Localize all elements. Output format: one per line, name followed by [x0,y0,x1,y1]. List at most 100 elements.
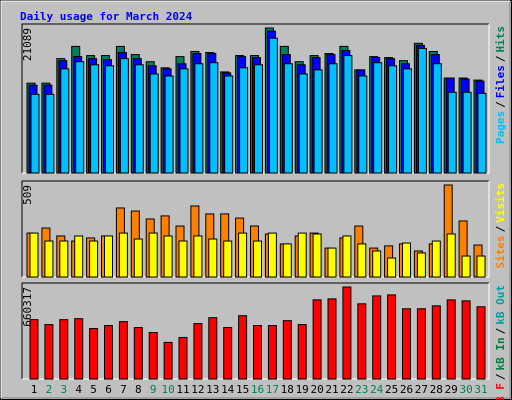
bar [134,64,144,174]
legend: Pages / Files / Hits [494,26,507,144]
bar [44,240,54,278]
bar [447,91,457,174]
x-tick-label: 11 [176,383,189,396]
legend-separator: / [494,327,507,334]
bar [239,67,249,174]
bar [74,235,84,278]
bar [268,37,278,174]
bar [163,235,173,278]
bar [402,308,411,380]
bar [254,64,263,174]
bar [178,336,188,380]
bar [417,47,427,174]
y-tick-label: 660317 [21,287,34,327]
bar [282,243,292,278]
x-tick-label: 4 [75,383,82,396]
bar [342,235,352,278]
bar [461,255,471,278]
x-tick-label: 8 [135,383,142,396]
bar [446,233,456,278]
bar [446,299,456,380]
x-tick-label: 22 [340,383,353,396]
bar [30,93,40,174]
x-tick-label: 16 [251,383,264,396]
bar [432,63,442,174]
x-tick-label: 26 [400,383,413,396]
bar [118,232,128,278]
bar [29,319,39,380]
bar [59,319,69,380]
bar [253,325,262,380]
y-tick-label: 21089 [21,28,34,61]
bar [104,235,113,278]
bar [105,65,114,174]
legend: kB F / kB In / kB Out [494,285,507,400]
bar [89,328,99,380]
bar [342,286,352,380]
bar [118,321,128,380]
bar [373,62,383,174]
panel-border [22,283,490,380]
legend-separator: / [494,373,507,380]
bar [193,235,203,278]
bar [178,240,188,278]
bar [208,317,218,380]
x-tick-label: 2 [46,383,53,396]
bar [238,232,248,278]
x-tick-label: 1 [31,383,38,396]
bar [312,233,322,278]
legend-entry: kB Out [494,285,507,325]
bar [194,63,204,174]
bar [297,232,307,278]
x-tick-label: 17 [266,383,279,396]
x-tick-label: 30 [459,383,472,396]
legend-entry: kB F [494,383,507,400]
legend: Sites / Visits [494,183,507,269]
x-tick-label: 18 [281,383,294,396]
bar [416,252,426,278]
bar [238,315,248,380]
legend-entry: kB In [494,337,507,370]
x-tick-label: 5 [90,383,97,396]
bar [163,341,173,380]
legend-entry: Pages [494,111,507,144]
bar [297,324,307,380]
legend-entry: Visits [494,183,507,223]
bar [461,300,471,380]
bar [357,303,367,380]
bar [387,294,397,380]
legend-entry: Files [494,65,507,98]
legend-separator: / [494,55,507,62]
bar [74,318,84,380]
x-tick-label: 25 [385,383,398,396]
bar [148,232,158,278]
legend-separator: / [494,225,507,232]
x-tick-label: 31 [474,383,487,396]
bar [179,68,189,174]
bar [209,62,219,174]
bar [476,255,486,278]
x-tick-label: 6 [105,383,112,396]
bar [402,242,411,278]
bar [89,240,99,278]
bar [313,69,323,174]
bar [282,320,292,380]
bar [75,61,85,174]
bar [327,298,337,380]
bar [59,240,69,278]
panel-border [21,282,489,379]
x-tick-label: 21 [325,383,338,396]
bar [224,75,234,174]
bar [223,327,233,380]
bar [90,64,100,174]
bar [60,68,70,174]
bar [208,238,218,278]
bar [372,250,382,278]
legend-entry: Hits [494,26,507,53]
x-tick-label: 24 [370,383,384,396]
bar [416,308,426,380]
bar [298,73,308,174]
bar [312,299,322,380]
